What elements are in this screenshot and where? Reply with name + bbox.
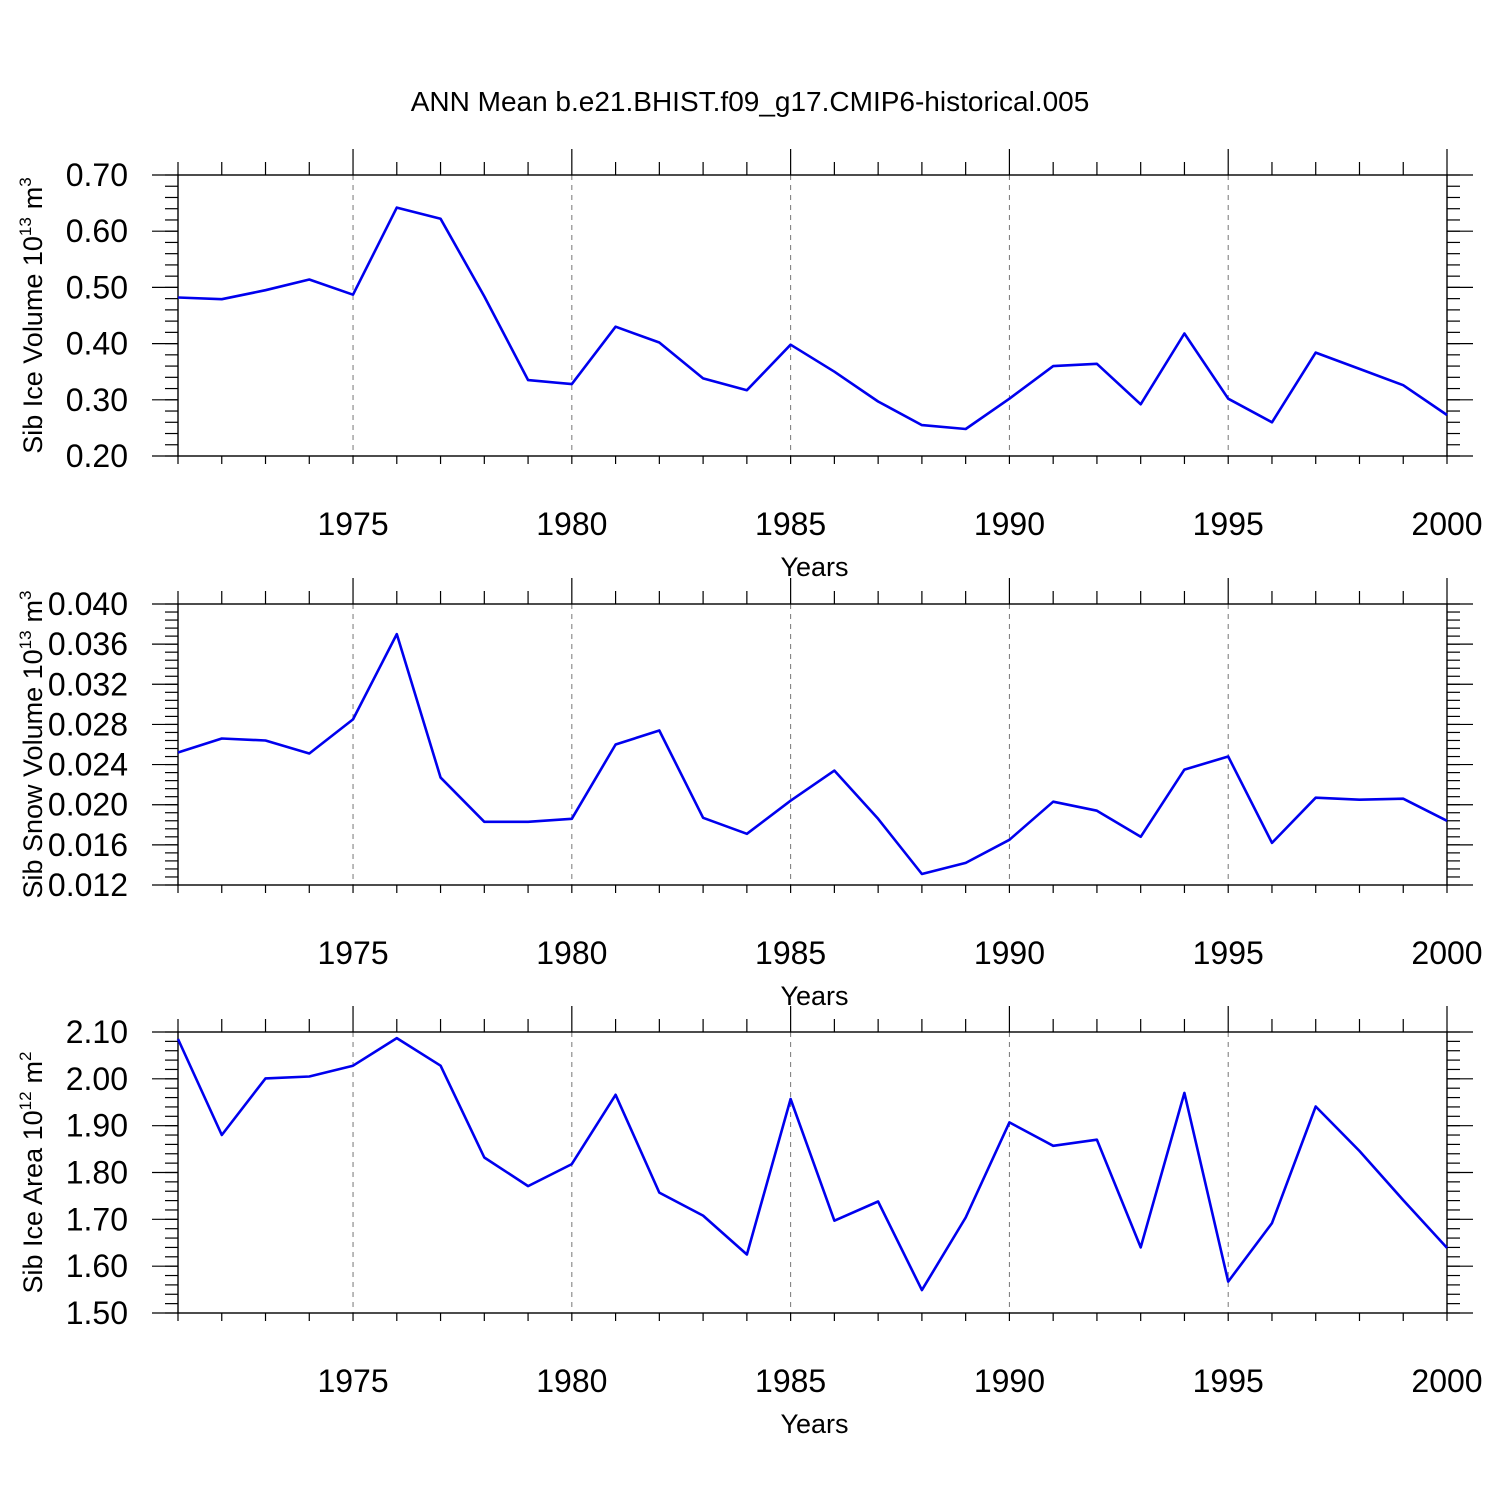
x-axis-title: Years (780, 552, 848, 582)
x-tick-label: 2000 (1411, 935, 1482, 971)
x-tick-label: 1985 (755, 1363, 826, 1399)
x-tick-label: 2000 (1411, 1363, 1482, 1399)
x-tick-label: 1985 (755, 506, 826, 542)
y-axis-title-unit-exponent: 3 (16, 590, 35, 599)
y-tick-label: 0.032 (48, 666, 128, 702)
y-axis-title: Sib Ice Volume 1013 m3 (16, 177, 48, 454)
x-tick-label: 1985 (755, 935, 826, 971)
x-tick-label: 1975 (317, 935, 388, 971)
series-line-1 (177, 632, 1448, 876)
y-tick-label: 0.016 (48, 827, 128, 863)
figure-title: ANN Mean b.e21.BHIST.f09_g17.CMIP6-histo… (411, 86, 1090, 117)
x-tick-label: 1990 (974, 935, 1045, 971)
y-axis-title-unit: m (18, 187, 48, 210)
y-axis-title-exponent: 13 (16, 217, 35, 236)
y-tick-label: 1.60 (66, 1248, 128, 1284)
x-tick-label: 1995 (1193, 506, 1264, 542)
y-tick-label: 0.036 (48, 626, 128, 662)
y-tick-label: 2.10 (66, 1014, 128, 1050)
y-tick-label: 1.90 (66, 1108, 128, 1144)
x-tick-label: 1980 (536, 935, 607, 971)
x-tick-label: 2000 (1411, 506, 1482, 542)
y-tick-label: 0.40 (66, 326, 128, 362)
series-line-1 (177, 206, 1448, 431)
plot-frame (177, 174, 1448, 457)
x-axis-title: Years (780, 981, 848, 1011)
x-tick-label: 1975 (317, 506, 388, 542)
y-tick-label: 2.00 (66, 1061, 128, 1097)
y-axis-title-unit-exponent: 3 (16, 177, 35, 186)
y-tick-label: 0.60 (66, 213, 128, 249)
panels: 0.20 0.30 0.40 0.50 0.60 0.70 1975 1980 1985 1990… (16, 149, 1483, 1439)
panel-2: 0.012 0.016 0.020 0.024 0.028 0.032 0.036 0.040… (16, 578, 1483, 1011)
x-tick-label: 1980 (536, 506, 607, 542)
y-tick-label: 0.70 (66, 157, 128, 193)
y-axis-title-text: Sib Ice Volume 10 (18, 236, 48, 454)
x-tick-label: 1995 (1193, 1363, 1264, 1399)
y-tick-label: 0.040 (48, 586, 128, 622)
y-tick-label: 1.70 (66, 1201, 128, 1237)
y-axis-title: Sib Snow Volume 1013 m3 (16, 590, 48, 898)
y-tick-label: 0.50 (66, 269, 128, 305)
panel-1: 0.20 0.30 0.40 0.50 0.60 0.70 1975 1980 1985 1990… (16, 149, 1483, 582)
x-tick-label: 1995 (1193, 935, 1264, 971)
y-tick-label: 0.028 (48, 706, 128, 742)
plot-frame (177, 603, 1448, 886)
y-tick-label: 0.20 (66, 438, 128, 474)
x-tick-label: 1990 (974, 506, 1045, 542)
x-tick-label: 1980 (536, 1363, 607, 1399)
x-tick-label: 1975 (317, 1363, 388, 1399)
y-axis-title-exponent: 12 (16, 1091, 35, 1110)
y-axis-title: Sib Ice Area 1012 m2 (16, 1051, 48, 1293)
y-axis-title-exponent: 13 (16, 630, 35, 649)
y-tick-label: 0.30 (66, 382, 128, 418)
y-tick-label: 0.012 (48, 867, 128, 903)
y-tick-label: 1.80 (66, 1155, 128, 1191)
y-axis-title-unit: m (18, 1061, 48, 1084)
y-axis-title-unit: m (18, 600, 48, 623)
y-axis-title-text: Sib Snow Volume 10 (18, 649, 48, 898)
panel-3: 1.50 1.60 1.70 1.80 1.90 2.00 2.10 1975 1980 1985… (16, 1006, 1483, 1439)
x-tick-label: 1990 (974, 1363, 1045, 1399)
plot-frame (177, 1031, 1448, 1314)
y-tick-label: 1.50 (66, 1295, 128, 1331)
y-tick-label: 0.020 (48, 787, 128, 823)
y-axis-title-text: Sib Ice Area 10 (18, 1110, 48, 1293)
y-tick-label: 0.024 (48, 747, 128, 783)
series-line-1 (176, 1036, 1448, 1292)
y-axis-title-unit-exponent: 2 (16, 1051, 35, 1060)
x-axis-title: Years (780, 1409, 848, 1439)
